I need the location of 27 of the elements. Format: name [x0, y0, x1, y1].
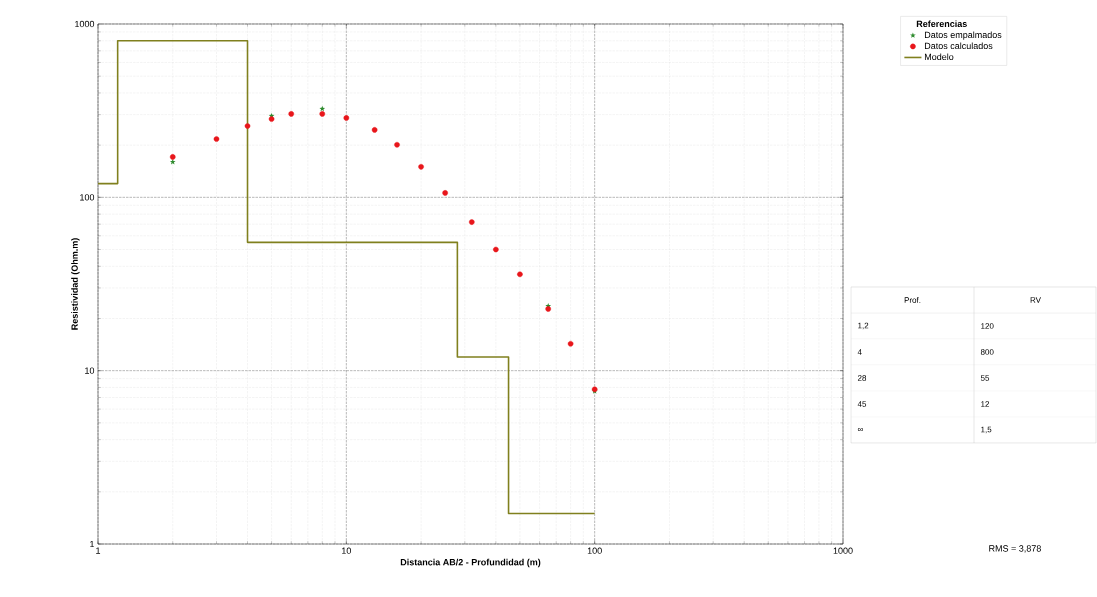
y-tick-label: 1000 — [75, 20, 95, 28]
text: 1,2 — [858, 322, 869, 330]
text: RV — [1030, 297, 1041, 303]
legend-label: Datos empalmados — [924, 31, 1002, 40]
x-tick-label: 1000 — [833, 547, 853, 554]
text: Prof. — [904, 297, 921, 303]
text: 800 — [980, 349, 994, 355]
legend-label: Modelo — [924, 53, 954, 61]
y-axis-title: Resistividad (Ohm.m) — [71, 238, 80, 330]
x-axis-title: Distancia AB/2 - Profundidad (m) — [400, 558, 541, 568]
x-tick-label: 1 — [96, 547, 101, 554]
y-tick-label: 100 — [80, 194, 95, 201]
x-tick-label: 100 — [587, 547, 602, 554]
legend-title: Referencias — [916, 20, 967, 28]
y-tick-label: 1 — [90, 540, 95, 548]
text: 120 — [981, 323, 994, 329]
text: ∞ — [857, 428, 863, 432]
text: 55 — [980, 375, 990, 381]
x-tick-label: 10 — [342, 547, 351, 554]
text: 45 — [857, 401, 867, 407]
text: RMS = 3,878 — [989, 545, 1041, 553]
text: 28 — [857, 375, 867, 381]
text: 12 — [981, 401, 990, 407]
text: 1,5 — [981, 426, 992, 434]
legend-label: Datos calculados — [924, 42, 993, 50]
y-tick-label: 10 — [85, 367, 95, 374]
text: 4 — [857, 349, 862, 355]
